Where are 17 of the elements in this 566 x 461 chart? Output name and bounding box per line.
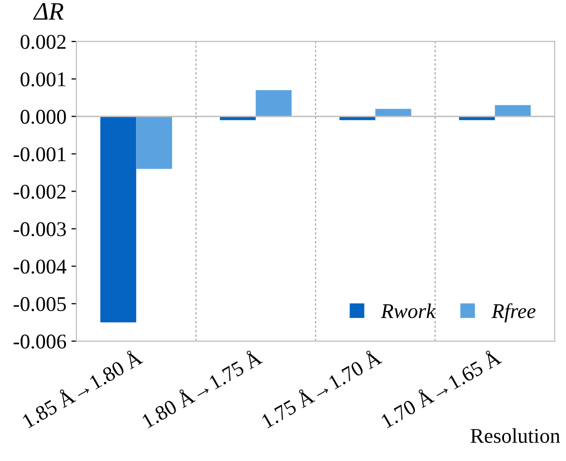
bar [494, 105, 531, 116]
legend-label: Rwork [380, 303, 436, 318]
legend-label: Rfree [491, 303, 536, 322]
bar [136, 116, 172, 169]
y-tick-label: 0.002 [20, 34, 66, 50]
y-tick-label: -0.002 [14, 184, 66, 199]
y-tick-label: -0.001 [14, 147, 66, 162]
y-tick-label: 0.000 [20, 110, 66, 124]
y-axis-title: ΔR [33, 3, 64, 20]
bar [100, 116, 136, 322]
y-tick-label: 0.001 [20, 72, 66, 86]
x-axis-title: Resolution [470, 428, 560, 443]
y-tick-label: -0.005 [14, 297, 66, 312]
y-tick-label: -0.006 [14, 334, 66, 349]
bar [256, 90, 292, 116]
y-tick-label: -0.003 [14, 222, 66, 236]
y-tick-label: -0.004 [14, 260, 66, 274]
